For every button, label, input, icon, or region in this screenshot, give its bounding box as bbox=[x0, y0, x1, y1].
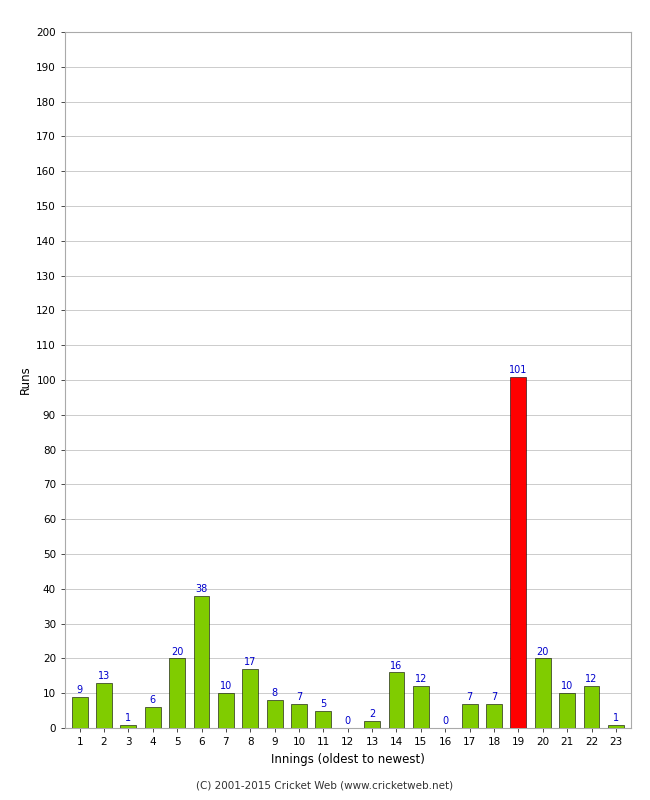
Bar bbox=[194, 596, 209, 728]
Bar bbox=[413, 686, 429, 728]
Bar bbox=[462, 704, 478, 728]
Text: 1: 1 bbox=[125, 713, 131, 722]
Bar bbox=[315, 710, 332, 728]
Text: 20: 20 bbox=[536, 646, 549, 657]
Text: 20: 20 bbox=[171, 646, 183, 657]
Bar bbox=[291, 704, 307, 728]
Bar bbox=[120, 725, 136, 728]
Text: 0: 0 bbox=[344, 716, 351, 726]
Bar bbox=[486, 704, 502, 728]
Text: 13: 13 bbox=[98, 671, 110, 681]
Bar bbox=[584, 686, 599, 728]
Bar bbox=[169, 658, 185, 728]
Text: 12: 12 bbox=[585, 674, 598, 685]
Bar bbox=[266, 700, 283, 728]
Text: 7: 7 bbox=[491, 692, 497, 702]
Bar bbox=[535, 658, 551, 728]
Text: 101: 101 bbox=[509, 365, 528, 374]
Bar bbox=[510, 377, 526, 728]
Text: 6: 6 bbox=[150, 695, 156, 706]
Bar bbox=[559, 693, 575, 728]
Bar bbox=[242, 669, 258, 728]
Text: 1: 1 bbox=[613, 713, 619, 722]
Text: 17: 17 bbox=[244, 657, 257, 667]
X-axis label: Innings (oldest to newest): Innings (oldest to newest) bbox=[271, 753, 424, 766]
Text: 16: 16 bbox=[391, 661, 402, 670]
Text: 38: 38 bbox=[196, 584, 207, 594]
Text: 2: 2 bbox=[369, 710, 375, 719]
Text: 5: 5 bbox=[320, 699, 326, 709]
Text: 12: 12 bbox=[415, 674, 427, 685]
Bar bbox=[145, 707, 161, 728]
Text: (C) 2001-2015 Cricket Web (www.cricketweb.net): (C) 2001-2015 Cricket Web (www.cricketwe… bbox=[196, 781, 454, 790]
Text: 10: 10 bbox=[220, 682, 232, 691]
Bar bbox=[389, 672, 404, 728]
Bar bbox=[364, 721, 380, 728]
Text: 7: 7 bbox=[296, 692, 302, 702]
Text: 9: 9 bbox=[77, 685, 83, 695]
Bar bbox=[218, 693, 234, 728]
Text: 10: 10 bbox=[561, 682, 573, 691]
Text: 0: 0 bbox=[442, 716, 448, 726]
Bar bbox=[72, 697, 88, 728]
Bar bbox=[608, 725, 624, 728]
Text: 8: 8 bbox=[272, 689, 278, 698]
Text: 7: 7 bbox=[467, 692, 473, 702]
Bar bbox=[96, 682, 112, 728]
Y-axis label: Runs: Runs bbox=[19, 366, 32, 394]
